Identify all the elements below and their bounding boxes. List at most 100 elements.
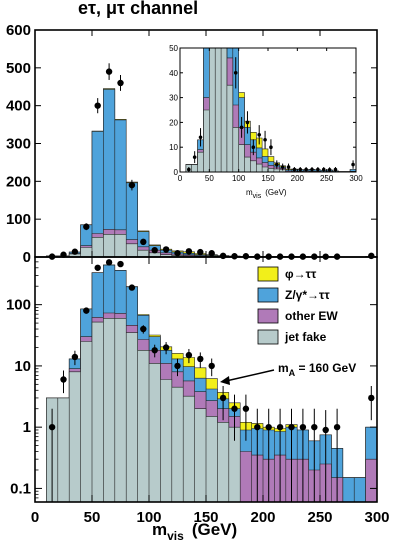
upper-data-point [71, 248, 79, 255]
inset-data-point [239, 125, 244, 130]
legend-swatch-ew [257, 308, 279, 324]
inset-data-point [321, 167, 326, 172]
upper-y-tick-label: 500 [6, 60, 31, 77]
lower-data-point [276, 423, 284, 431]
inset-data-point [292, 167, 297, 172]
inset-x-tick-label: 0 [178, 174, 183, 183]
lower-series-3 [46, 318, 241, 503]
upper-data-point [83, 223, 90, 230]
inset-x-tick-label: 300 [349, 174, 363, 183]
inset-y-tick-label: 10 [169, 143, 178, 152]
inset-x-label: mvis (GeV) [246, 188, 287, 200]
annotation-text: mA = 160 GeV [278, 361, 356, 378]
inset-data-point [280, 165, 285, 169]
upper-y-tick-label: 300 [6, 136, 31, 153]
inset-x-tick-label: 250 [320, 174, 334, 183]
lower-stacked-bars [46, 264, 378, 503]
lower-data-point [299, 423, 307, 431]
annotation-arrow-line [225, 369, 275, 382]
inset-panel: 0 50 100 150 200 250 300 0 10 20 30 40 50 mvis (GeV) [169, 44, 363, 200]
upper-data-point [140, 238, 147, 246]
lower-data-point [60, 376, 67, 383]
inset-data-point [251, 145, 256, 149]
legend-swatch-phi [257, 266, 279, 282]
upper-data-points [48, 63, 375, 260]
lower-data-point [71, 353, 79, 361]
inset-data-point [298, 167, 303, 172]
lower-x-tick-label: 0 [31, 509, 39, 526]
annotation-sub: A [289, 368, 296, 378]
lower-y-tick-label: 10 [14, 358, 31, 375]
legend-label-phi: φ→ττ [285, 267, 317, 281]
upper-data-point [162, 246, 170, 253]
inset-data-point [310, 167, 314, 172]
lower-panel: 0 50 100 150 200 250 300 0.1 1 10 100 [6, 256, 390, 526]
inset-axis-ticks: 0 50 100 150 200 250 300 0 10 20 30 40 50 [169, 44, 363, 183]
upper-y-tick-label: 100 [6, 211, 31, 228]
lower-data-point [242, 405, 250, 412]
mass-annotation: mA = 160 GeV [220, 361, 356, 385]
upper-data-point [105, 68, 113, 75]
lower-data-point [254, 423, 261, 431]
inset-y-tick-label: 40 [169, 69, 178, 78]
upper-data-point [185, 248, 193, 255]
lower-x-tick-label: 250 [307, 509, 332, 526]
inset-data-point [187, 167, 191, 172]
lower-data-point [197, 355, 204, 363]
inset-x-label-unit: (GeV) [265, 188, 287, 197]
upper-data-point [117, 79, 124, 87]
lower-data-point [368, 394, 375, 402]
upper-y-tick-label: 400 [6, 98, 31, 115]
lower-data-point [83, 307, 90, 314]
upper-data-point [174, 250, 181, 257]
inset-data-point [275, 162, 279, 167]
legend-label-z: Z/γ*→ττ [285, 288, 330, 302]
lower-data-points [48, 259, 375, 502]
inset-data-points [187, 57, 355, 172]
inset-x-label-main: m [246, 188, 253, 197]
upper-data-point [219, 252, 227, 260]
upper-data-point [151, 246, 158, 254]
inset-x-tick-label: 100 [232, 174, 246, 183]
upper-data-point [197, 248, 204, 256]
inset-y-tick-label: 0 [174, 168, 179, 177]
inset-x-label-sub: vis [253, 193, 262, 200]
inset-y-tick-label: 20 [169, 118, 178, 127]
inset-data-point [192, 155, 197, 159]
inset-data-point [333, 167, 338, 172]
upper-data-point [368, 252, 375, 260]
lower-data-point [288, 423, 295, 431]
lower-data-point [265, 423, 272, 431]
inset-data-point [304, 167, 308, 172]
legend: φ→ττ Z/γ*→ττ other EW jet fake [250, 262, 370, 352]
inset-y-tick-label: 30 [169, 94, 178, 103]
upper-y-tick-label: 600 [6, 22, 31, 39]
inset-x-tick-label: 150 [261, 174, 275, 183]
inset-data-point [269, 145, 273, 149]
lower-data-point [322, 426, 329, 434]
inset-data-point [257, 133, 262, 137]
lower-y-tick-label: 100 [6, 297, 31, 314]
lower-y-tick-label: 0.1 [10, 480, 31, 497]
chart-title: eτ, μτ channel [78, 0, 198, 18]
lower-data-point [128, 284, 136, 291]
lower-data-point [185, 351, 193, 359]
inset-stacked-bars [185, 47, 357, 173]
lower-data-point [48, 423, 56, 431]
lower-data-point [140, 325, 147, 333]
lower-x-tick-label: 300 [364, 509, 389, 526]
lower-data-point [208, 362, 215, 370]
upper-data-point [208, 250, 215, 257]
lower-data-point [333, 423, 341, 431]
inset-data-point [351, 162, 355, 167]
lower-data-point [94, 264, 101, 271]
inset-data-point [286, 165, 291, 169]
legend-label-ew: other EW [285, 309, 338, 323]
upper-y-tick-label: 0 [23, 249, 31, 266]
inset-data-point [245, 120, 250, 125]
lower-data-point [231, 405, 238, 412]
lower-y-tick-label: 1 [23, 419, 31, 436]
inset-data-point [327, 167, 332, 172]
lower-data-point [311, 423, 318, 431]
lower-data-point [174, 362, 181, 370]
